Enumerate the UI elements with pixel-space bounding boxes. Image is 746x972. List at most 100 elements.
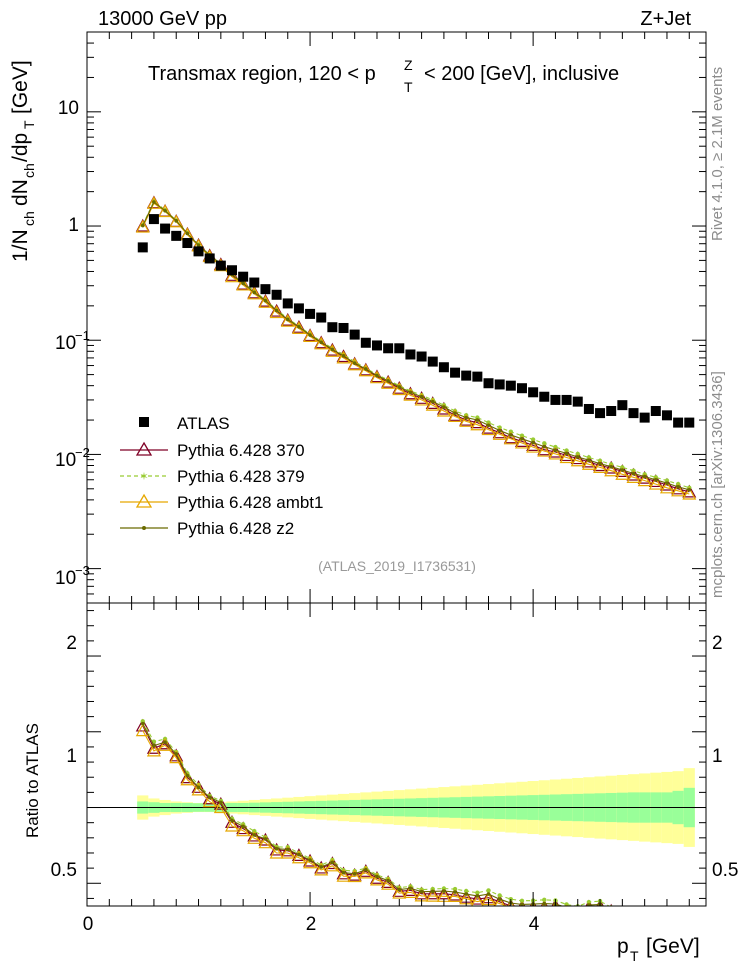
ratio-point-3-18 — [336, 868, 351, 882]
ratio-point-4-20 — [364, 867, 368, 872]
ratio-point-4-7 — [219, 800, 223, 805]
point-4-45 — [642, 474, 647, 479]
ratio-point-3-6 — [202, 794, 217, 808]
point-4-31 — [486, 423, 491, 428]
ratio-point-3-48 — [672, 915, 684, 926]
ratio-point-4-3 — [174, 752, 179, 756]
series-line-3 — [142, 202, 690, 495]
ratio-point-1-47 — [661, 916, 673, 927]
point-4-41 — [598, 461, 602, 466]
point-2-34 — [519, 433, 525, 438]
point-0-17 — [327, 322, 338, 333]
svg-text:−3: −3 — [75, 563, 90, 578]
point-0-35 — [528, 387, 539, 398]
ratio-point-4-0 — [140, 721, 145, 726]
ratio-point-1-48 — [672, 913, 684, 924]
svg-text:ch: ch — [21, 211, 37, 226]
ratio-point-2-29 — [464, 888, 469, 894]
svg-text:[GeV]: [GeV] — [646, 935, 700, 958]
point-3-9 — [236, 277, 251, 291]
point-0-19 — [349, 329, 360, 340]
point-0-32 — [494, 379, 505, 390]
point-1-34 — [514, 434, 529, 448]
ratio-point-4-47 — [665, 919, 669, 923]
ratio-point-1-30 — [470, 891, 485, 905]
point-4-16 — [319, 340, 324, 345]
point-3-24 — [403, 387, 418, 401]
point-4-4 — [185, 231, 190, 236]
point-0-49 — [684, 417, 695, 428]
main-plot-frame — [86, 31, 707, 604]
ratio-point-2-46 — [654, 917, 658, 921]
point-3-33 — [503, 431, 518, 445]
point-4-14 — [297, 325, 301, 329]
series-4 — [140, 200, 692, 492]
point-4-2 — [163, 208, 167, 213]
main-plot-data — [135, 195, 697, 500]
ratio-point-4-9 — [241, 824, 245, 829]
point-0-42 — [606, 406, 617, 417]
ratio-point-1-45 — [639, 908, 651, 919]
ratio-point-3-14 — [291, 850, 306, 864]
point-0-48 — [673, 417, 684, 428]
ratio-point-1-43 — [616, 913, 628, 924]
main-y-tick-labels: 10 1 10 −1 10 −2 10 −3 — [55, 98, 90, 589]
point-3-2 — [158, 204, 173, 218]
point-3-16 — [314, 336, 329, 350]
svg-text:dN: dN — [9, 179, 32, 206]
ratio-point-3-13 — [280, 845, 295, 859]
point-3-3 — [169, 214, 184, 228]
svg-text:Pythia 6.428 379: Pythia 6.428 379 — [177, 467, 305, 486]
point-1-36 — [537, 442, 552, 456]
point-3-36 — [537, 443, 552, 457]
point-0-38 — [561, 394, 572, 405]
ytick-0.001: 10 −3 — [55, 563, 90, 589]
point-0-33 — [505, 380, 516, 391]
ratio-point-4-17 — [330, 860, 335, 865]
point-0-7 — [215, 260, 226, 271]
point-4-27 — [442, 405, 446, 409]
point-0-14 — [293, 303, 304, 314]
point-4-22 — [386, 379, 390, 383]
ratio-point-4-30 — [475, 894, 480, 898]
point-0-9 — [238, 271, 249, 282]
ratio-ytick-0.5-right: 0.5 — [712, 860, 738, 881]
point-4-30 — [475, 418, 480, 422]
ratio-point-4-43 — [621, 916, 625, 920]
ratio-uncertainty-band — [87, 768, 706, 847]
point-4-19 — [352, 361, 357, 365]
ratio-point-2-40 — [586, 899, 592, 905]
x-tick-labels: 0 2 4 — [83, 914, 540, 935]
svg-text:Pythia 6.428 370: Pythia 6.428 370 — [177, 441, 305, 460]
ratio-point-1-14 — [291, 848, 306, 861]
point-0-23 — [394, 343, 405, 354]
title-main: Transmax region, 120 < p — [148, 63, 376, 85]
point-0-47 — [661, 410, 672, 421]
ratio-point-1-9 — [236, 821, 251, 835]
svg-text:−2: −2 — [75, 445, 90, 460]
point-4-35 — [531, 440, 535, 445]
point-0-25 — [416, 351, 427, 362]
point-0-5 — [193, 246, 204, 257]
mcplots-label: mcplots.cern.ch [arXiv:1306.3436] — [709, 371, 726, 598]
ratio-point-4-5 — [196, 785, 201, 790]
point-3-10 — [247, 286, 262, 300]
svg-text:[GeV]: [GeV] — [9, 60, 32, 114]
svg-text:1/N: 1/N — [9, 229, 32, 262]
point-4-24 — [408, 390, 413, 395]
ratio-point-3-10 — [247, 831, 262, 844]
point-3-14 — [291, 321, 306, 334]
point-3-48 — [671, 483, 686, 497]
point-4-21 — [375, 373, 379, 378]
point-0-1 — [148, 214, 159, 225]
ratio-point-4-19 — [352, 872, 357, 876]
point-3-15 — [303, 329, 318, 343]
point-4-42 — [609, 464, 613, 469]
point-0-3 — [171, 230, 182, 241]
ratio-point-3-47 — [661, 918, 673, 929]
ratio-point-1-26 — [425, 886, 440, 900]
legend-atlas: ATLAS — [139, 414, 230, 433]
ratio-point-2-36 — [542, 897, 547, 903]
svg-text:ch: ch — [21, 163, 37, 178]
